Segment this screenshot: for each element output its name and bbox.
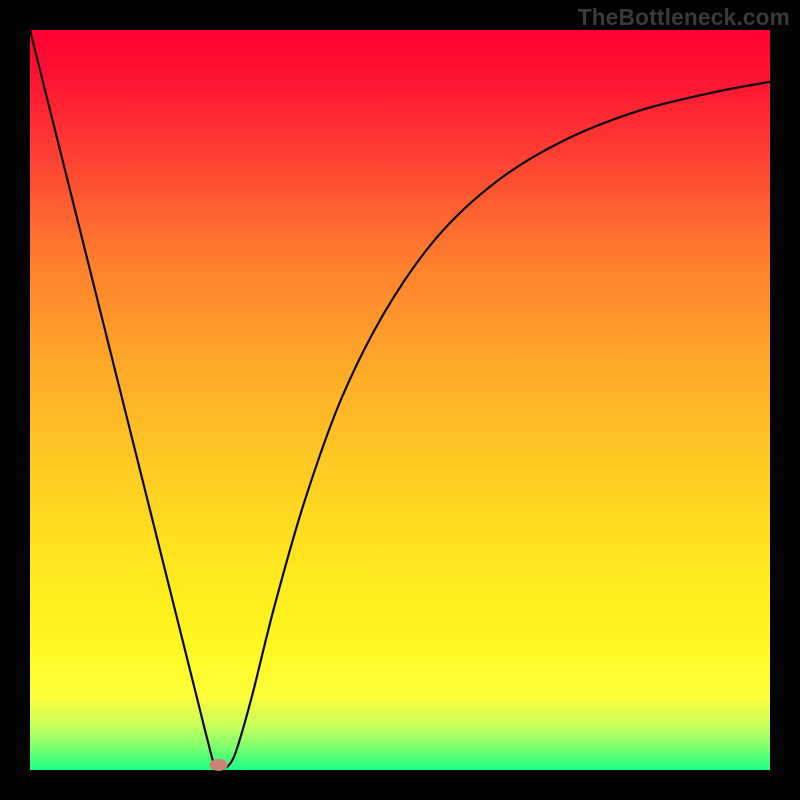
- watermark-text: TheBottleneck.com: [578, 4, 790, 31]
- plot-area-background: [30, 30, 770, 770]
- bottleneck-chart: [0, 0, 800, 800]
- optimal-point-marker: [210, 759, 228, 771]
- chart-container: TheBottleneck.com: [0, 0, 800, 800]
